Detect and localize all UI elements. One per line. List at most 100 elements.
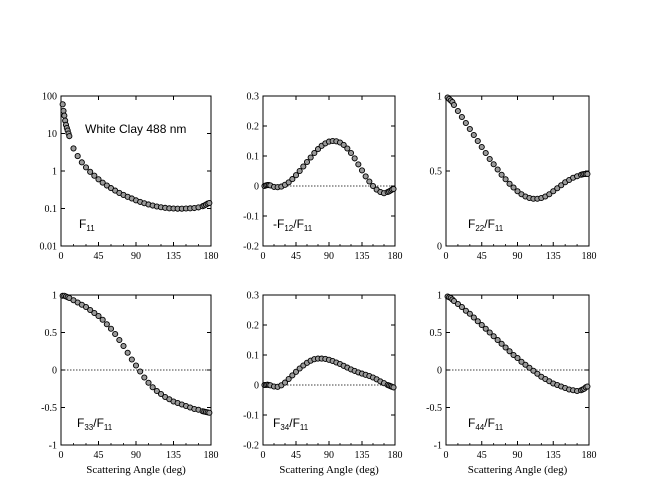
- data-point: [87, 168, 94, 175]
- data-point: [107, 325, 115, 332]
- x-tick-label: 180: [204, 251, 219, 262]
- x-tick-label: 135: [355, 251, 370, 262]
- y-tick-label: 0.5: [45, 328, 58, 339]
- y-tick-label: -0.2: [243, 441, 259, 452]
- data-point: [120, 342, 127, 350]
- panel-f44: 0 45 90 135 180 -1 -0.5 0 0.5 1 F44/F11 Scattering …: [426, 291, 596, 477]
- data-point: [206, 409, 213, 416]
- data-point: [506, 180, 513, 187]
- data-point: [526, 364, 533, 371]
- data-point: [355, 161, 362, 168]
- data-point: [550, 188, 557, 195]
- data-point: [116, 336, 123, 344]
- data-point: [514, 354, 521, 362]
- x-axis-label: Scattering Angle (deg): [468, 464, 568, 476]
- data-point: [285, 179, 292, 186]
- data-point: [486, 329, 493, 336]
- data-point: [70, 145, 77, 152]
- x-tick-label: 0: [261, 450, 266, 461]
- data-point: [554, 185, 561, 192]
- y-tick-label: 0: [254, 182, 259, 193]
- x-tick-label: 90: [324, 450, 334, 461]
- data-point: [61, 112, 68, 119]
- data-point: [470, 131, 477, 139]
- data-point: [206, 199, 213, 207]
- y-tick-label: 1: [437, 92, 442, 103]
- panel-label: F44/F11: [468, 416, 504, 432]
- data-point: [307, 154, 314, 161]
- data-point: [351, 155, 358, 162]
- x-tick-label: 0: [59, 450, 64, 461]
- data-point: [514, 188, 521, 195]
- y-tick-label: 1: [437, 291, 442, 302]
- data-point: [149, 384, 156, 391]
- x-tick-label: 45: [94, 450, 104, 461]
- x-tick-label: 45: [477, 251, 487, 262]
- data-point: [59, 101, 66, 108]
- x-tick-label: 135: [166, 450, 181, 461]
- data-point: [66, 133, 73, 140]
- data-point: [95, 176, 102, 183]
- y-tick-label: -1: [434, 441, 442, 452]
- y-tick-label: -0.1: [243, 411, 259, 422]
- data-point: [99, 179, 106, 186]
- data-point: [303, 158, 311, 166]
- y-tick-label: 0.3: [247, 92, 260, 103]
- data-point: [494, 166, 501, 173]
- data-point: [285, 375, 292, 383]
- data-point: [534, 370, 541, 377]
- data-point: [462, 119, 469, 127]
- data-point: [87, 306, 94, 314]
- data-point: [145, 379, 152, 386]
- panel-f33: 0 45 90 135 180 -1 -0.5 0 0.5 1 F33/F11 Scattering …: [41, 291, 218, 477]
- data-point: [292, 172, 300, 179]
- panel-f12: 0 45 90 135 180 -0.2 -0.1 0 0.1 0.2 0.3 -F12/F11: [243, 92, 402, 263]
- panel-f22: 0 45 90 135 180 0 0.5 1 F22/F11: [430, 92, 597, 263]
- data-point: [558, 182, 565, 189]
- x-tick-label: 0: [261, 251, 266, 262]
- x-tick-label: 90: [131, 450, 141, 461]
- data-point: [74, 153, 81, 160]
- y-tick-label: 0.2: [247, 122, 260, 133]
- data-point: [91, 309, 98, 317]
- data-point: [314, 146, 322, 153]
- data-point: [482, 325, 489, 332]
- data-point: [522, 361, 529, 368]
- x-tick-label: 180: [388, 251, 403, 262]
- data-point: [458, 303, 465, 311]
- data-point: [478, 143, 485, 151]
- y-tick-label: 0: [254, 381, 259, 392]
- data-point: [289, 372, 296, 379]
- data-point: [474, 318, 481, 325]
- data-point: [281, 379, 289, 386]
- y-tick-label: 0.5: [430, 167, 443, 178]
- data-point: [292, 368, 300, 375]
- data-point: [450, 101, 457, 109]
- y-tick-label: -0.2: [243, 242, 259, 253]
- y-tick-label: 0.1: [247, 152, 260, 163]
- panel-label: -F12/F11: [273, 217, 313, 233]
- data-point: [454, 107, 461, 115]
- x-tick-label: 135: [166, 251, 181, 262]
- data-point: [82, 164, 90, 171]
- y-tick-label: 1: [52, 291, 57, 302]
- x-tick-label: 45: [94, 251, 104, 262]
- x-tick-label: 45: [291, 450, 301, 461]
- x-tick-label: 45: [291, 251, 301, 262]
- y-tick-label: -0.5: [41, 403, 57, 414]
- data-point: [478, 321, 485, 329]
- y-tick-label: 0.2: [247, 321, 260, 332]
- data-point: [450, 297, 457, 305]
- x-axis-label: Scattering Angle (deg): [86, 464, 186, 476]
- panel-label: F22/F11: [468, 217, 504, 233]
- x-tick-label: 90: [513, 450, 523, 461]
- x-tick-label: 135: [546, 450, 561, 461]
- data-point: [498, 171, 505, 178]
- data-point: [153, 387, 160, 395]
- data-point: [530, 367, 537, 374]
- data-point: [506, 348, 513, 355]
- data-point: [390, 185, 397, 193]
- data-point: [390, 384, 397, 391]
- data-point: [128, 356, 135, 363]
